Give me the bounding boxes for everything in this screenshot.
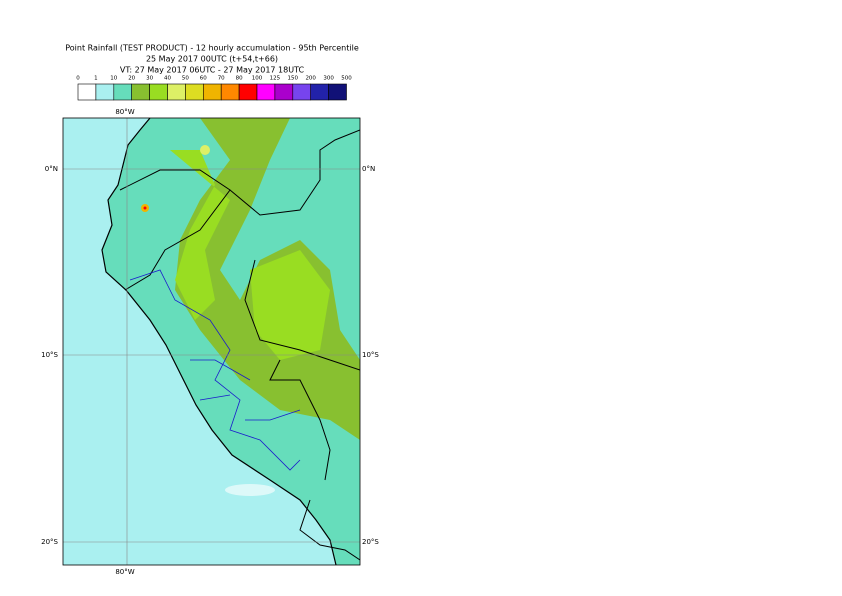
legend-swatch [256,83,276,101]
legend-swatch [131,83,150,101]
lat-label: 20°S [362,538,379,546]
lat-label: 0°N [45,165,58,173]
title: Point Rainfall (TEST PRODUCT) - 12 hourl… [65,44,359,53]
legend-swatch [238,83,258,101]
legend-swatch [113,83,133,101]
legend-swatch [167,83,186,101]
base-time: 25 May 2017 00UTC (t+54,t+66) [146,55,278,64]
legend-swatch [310,83,329,101]
lat-label: 10°S [362,351,379,359]
lat-label: 10°S [41,351,58,359]
legend-label: 0 [76,76,80,82]
legend-swatch [185,83,204,101]
legend-label: 60 [200,76,207,82]
legend-label: 70 [218,76,225,82]
legend-swatch [149,83,168,101]
legend-swatch [328,83,347,101]
legend-label: 20 [128,76,135,82]
legend-label: 30 [146,76,153,82]
lat-label: 20°S [41,538,58,546]
legend-label: 125 [270,76,281,82]
legend-label: 500 [341,76,352,82]
legend-swatch [220,83,240,101]
lon-label: 80°W [115,568,134,576]
legend-label: 150 [288,76,299,82]
legend-swatch [77,83,97,101]
legend-label: 100 [252,76,263,82]
legend: 0 1 10 20 30 40 50 60 70 80 100 125 150 200 300 500 [76,76,352,101]
legend-swatch [203,83,222,101]
lat-label: 0°N [362,165,375,173]
map [63,118,360,565]
legend-swatch [274,83,294,101]
legend-label: 80 [236,76,243,82]
lon-label: 80°W [115,108,134,116]
legend-label: 200 [305,76,316,82]
valid-time: VT: 27 May 2017 06UTC - 27 May 2017 18UT… [120,66,305,75]
legend-label: 1 [94,76,98,82]
legend-swatch [95,83,115,101]
legend-label: 40 [164,76,171,82]
legend-label: 300 [323,76,334,82]
legend-label: 50 [182,76,189,82]
legend-swatch [292,83,311,101]
legend-label: 10 [110,76,117,82]
